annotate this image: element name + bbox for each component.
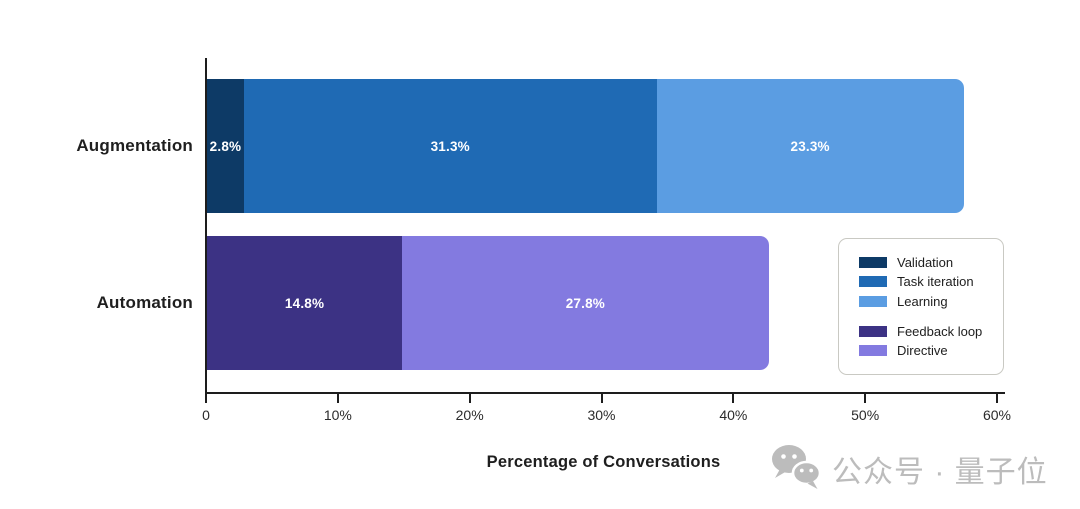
legend-item-task-iteration: Task iteration [859,272,1003,291]
legend-swatch [859,345,887,357]
legend-swatch [859,326,887,338]
x-tick-label: 10% [323,407,352,423]
category-label-automation: Automation [96,293,193,312]
x-axis-line [205,392,1005,394]
x-tick-label: 50% [851,407,880,423]
bar-segment-learning: 23.3% [656,79,964,213]
x-tick-label: 30% [587,407,616,423]
segment-value-label: 14.8% [284,295,325,311]
segment-value-label: 31.3% [430,138,470,154]
legend-group: Feedback loop Directive [859,322,1003,361]
x-tick [864,393,867,403]
x-tick [996,393,998,403]
legend-item-feedback-loop: Feedback loop [859,322,1003,341]
bar-segment-task-iteration: 31.3% [243,79,657,213]
legend-item-directive: Directive [859,341,1003,360]
x-tick [732,393,735,403]
segment-value-label: 2.8% [209,138,242,154]
y-axis-line [205,58,207,403]
legend-item-learning: Learning [859,292,1003,311]
legend-label: Validation [897,255,954,271]
watermark: 公众号 · 量子位 [770,444,1048,493]
x-tick-label: 0 [202,407,210,423]
legend-swatch [859,276,887,288]
x-tick-label: 60% [982,407,1012,423]
legend-item-validation: Validation [859,253,1003,272]
x-tick [205,393,207,403]
bar-segment-directive: 27.8% [402,236,769,370]
legend-swatch [859,257,887,269]
legend-label: Task iteration [897,274,974,290]
category-label-augmentation: Augmentation [76,136,193,155]
x-tick [600,393,603,403]
x-tick-label: 20% [455,407,484,423]
x-tick [336,393,339,403]
legend-group: Validation Task iteration Learning [859,253,1003,311]
legend-label: Feedback loop [897,324,983,340]
bar-segment-feedback-loop: 14.8% [207,236,403,370]
x-axis-title: Percentage of Conversations [486,453,721,471]
wechat-icon [772,445,822,489]
legend-content: Validation Task iteration Learning Feedback… [859,253,1003,360]
segment-value-label: 27.8% [565,295,605,311]
watermark-text: 公众号 · 量子位 [832,455,1048,489]
legend-label: Learning [897,293,948,309]
bar-segment-validation: 2.8% [207,79,244,213]
legend-label: Directive [897,343,948,359]
x-tick-label: 40% [719,407,748,423]
x-tick [468,393,471,403]
segment-value-label: 23.3% [790,138,830,154]
legend-swatch [859,295,887,307]
legend: Validation Task iteration Learning Feedback… [838,238,1004,375]
